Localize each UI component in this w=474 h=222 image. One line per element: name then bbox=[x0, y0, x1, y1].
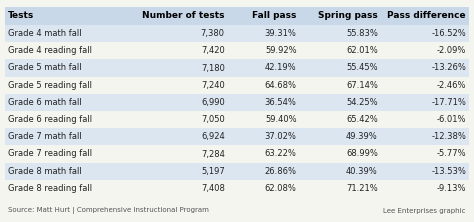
Text: Grade 4 reading fall: Grade 4 reading fall bbox=[8, 46, 92, 55]
Text: 59.92%: 59.92% bbox=[265, 46, 297, 55]
Text: Spring pass: Spring pass bbox=[318, 12, 378, 20]
Bar bbox=[5, 163, 469, 180]
Text: 36.54%: 36.54% bbox=[265, 98, 297, 107]
Text: 7,380: 7,380 bbox=[201, 29, 225, 38]
Text: 6,990: 6,990 bbox=[201, 98, 225, 107]
Text: 26.86%: 26.86% bbox=[264, 167, 297, 176]
Text: 64.68%: 64.68% bbox=[264, 81, 297, 90]
Text: 49.39%: 49.39% bbox=[346, 132, 378, 141]
Bar bbox=[5, 128, 469, 145]
Text: 7,284: 7,284 bbox=[201, 149, 225, 159]
Text: 65.42%: 65.42% bbox=[346, 115, 378, 124]
Text: Grade 5 reading fall: Grade 5 reading fall bbox=[8, 81, 92, 90]
Text: Fall pass: Fall pass bbox=[252, 12, 297, 20]
Text: -13.53%: -13.53% bbox=[431, 167, 466, 176]
Text: 7,408: 7,408 bbox=[201, 184, 225, 193]
Bar bbox=[5, 42, 469, 59]
Text: Tests: Tests bbox=[8, 12, 34, 20]
Text: Number of tests: Number of tests bbox=[142, 12, 225, 20]
Text: Grade 4 math fall: Grade 4 math fall bbox=[8, 29, 82, 38]
Text: 55.83%: 55.83% bbox=[346, 29, 378, 38]
Text: Source: Matt Hurt | Comprehensive Instructional Program: Source: Matt Hurt | Comprehensive Instru… bbox=[8, 207, 209, 214]
Bar bbox=[5, 180, 469, 197]
Text: 7,050: 7,050 bbox=[201, 115, 225, 124]
Bar bbox=[5, 77, 469, 94]
Text: Grade 8 math fall: Grade 8 math fall bbox=[8, 167, 82, 176]
Bar bbox=[5, 145, 469, 163]
Text: 40.39%: 40.39% bbox=[346, 167, 378, 176]
Text: -2.09%: -2.09% bbox=[437, 46, 466, 55]
Text: -5.77%: -5.77% bbox=[437, 149, 466, 159]
Bar bbox=[5, 7, 469, 25]
Text: 59.40%: 59.40% bbox=[265, 115, 297, 124]
Text: -6.01%: -6.01% bbox=[437, 115, 466, 124]
Text: Grade 5 math fall: Grade 5 math fall bbox=[8, 63, 82, 73]
Text: -17.71%: -17.71% bbox=[431, 98, 466, 107]
Text: 67.14%: 67.14% bbox=[346, 81, 378, 90]
Bar bbox=[5, 111, 469, 128]
Text: 7,240: 7,240 bbox=[201, 81, 225, 90]
Text: Grade 7 reading fall: Grade 7 reading fall bbox=[8, 149, 92, 159]
Text: -16.52%: -16.52% bbox=[431, 29, 466, 38]
Text: 54.25%: 54.25% bbox=[346, 98, 378, 107]
Text: Lee Enterprises graphic: Lee Enterprises graphic bbox=[383, 208, 466, 214]
Text: 68.99%: 68.99% bbox=[346, 149, 378, 159]
Text: Pass difference: Pass difference bbox=[387, 12, 466, 20]
Text: 37.02%: 37.02% bbox=[265, 132, 297, 141]
Text: -2.46%: -2.46% bbox=[437, 81, 466, 90]
Bar bbox=[5, 25, 469, 42]
Text: Grade 8 reading fall: Grade 8 reading fall bbox=[8, 184, 92, 193]
Text: 62.01%: 62.01% bbox=[346, 46, 378, 55]
Text: Grade 6 reading fall: Grade 6 reading fall bbox=[8, 115, 92, 124]
Text: Grade 6 math fall: Grade 6 math fall bbox=[8, 98, 82, 107]
Text: Grade 7 math fall: Grade 7 math fall bbox=[8, 132, 82, 141]
Bar bbox=[5, 94, 469, 111]
Text: -12.38%: -12.38% bbox=[431, 132, 466, 141]
Text: 71.21%: 71.21% bbox=[346, 184, 378, 193]
Text: 7,420: 7,420 bbox=[201, 46, 225, 55]
Text: 62.08%: 62.08% bbox=[265, 184, 297, 193]
Text: 6,924: 6,924 bbox=[201, 132, 225, 141]
Text: -13.26%: -13.26% bbox=[431, 63, 466, 73]
Text: 55.45%: 55.45% bbox=[346, 63, 378, 73]
Text: 7,180: 7,180 bbox=[201, 63, 225, 73]
Text: 5,197: 5,197 bbox=[201, 167, 225, 176]
Text: 42.19%: 42.19% bbox=[265, 63, 297, 73]
Text: 39.31%: 39.31% bbox=[265, 29, 297, 38]
Text: -9.13%: -9.13% bbox=[437, 184, 466, 193]
Bar bbox=[5, 59, 469, 77]
Text: 63.22%: 63.22% bbox=[265, 149, 297, 159]
